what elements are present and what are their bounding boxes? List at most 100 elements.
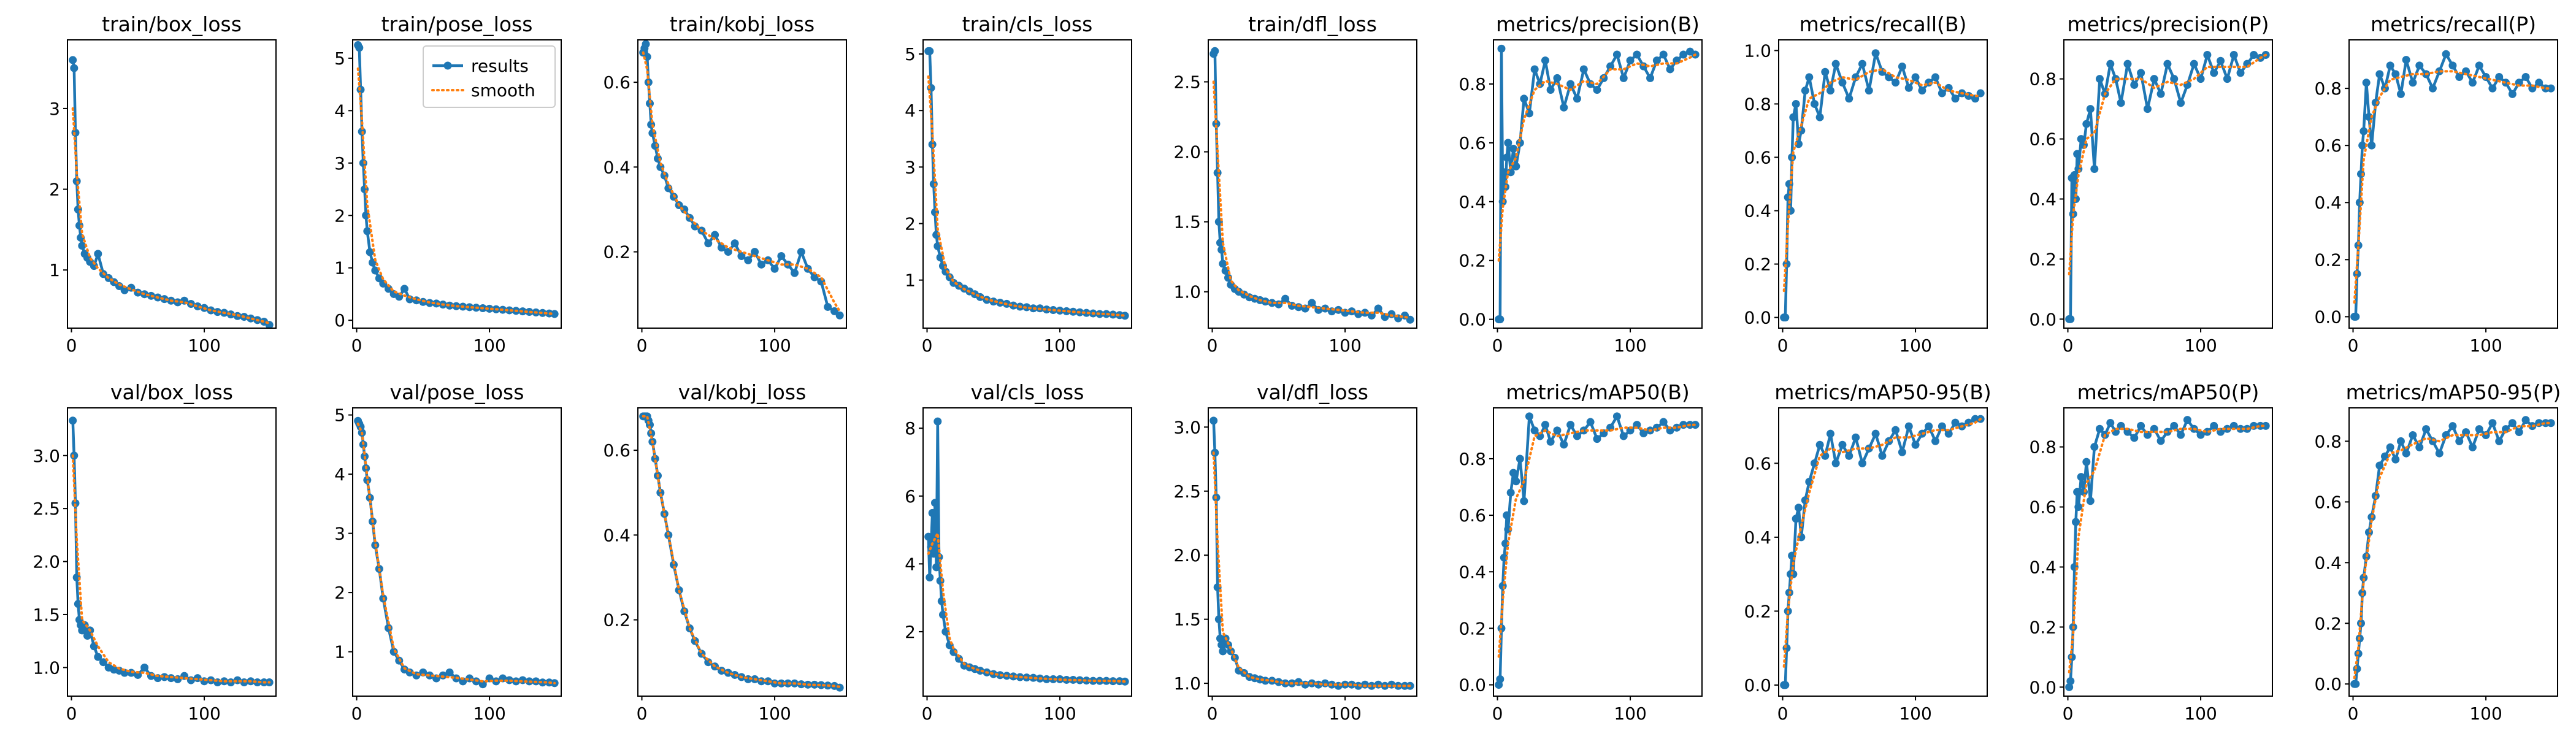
results-point	[1553, 426, 1562, 435]
x-tick-label: 100	[1899, 335, 1931, 356]
results-point	[2130, 434, 2139, 442]
results-point	[1497, 44, 1506, 53]
y-tick-label: 0.4	[1744, 201, 1771, 221]
results-point	[1976, 89, 1985, 98]
results-point	[1560, 103, 1568, 112]
results-point	[400, 285, 408, 293]
chart-svg: metrics/mAP50(P) 0.0 0.2 0.4 0.6 0.8 0 100	[2029, 380, 2273, 724]
results-point	[186, 676, 195, 684]
plot-area	[354, 416, 559, 689]
results-point	[2535, 79, 2543, 87]
results-point	[1516, 454, 1524, 463]
axes-frame	[637, 39, 847, 329]
y-tick-label: 0.0	[1459, 310, 1486, 330]
y-tick-label: 0.8	[2029, 437, 2057, 458]
x-tick-label: 0	[637, 335, 648, 356]
x-tick-label: 0	[1777, 335, 1788, 356]
results-point	[751, 248, 759, 256]
y-tick-label: 0.8	[2314, 431, 2342, 451]
y-tick-label: 1	[905, 270, 916, 291]
y-tick-label: 0.0	[2029, 677, 2057, 697]
y-tick-label: 0.4	[603, 157, 631, 177]
chart-panel: metrics/mAP50-95(P) 0.0 0.2 0.4 0.6 0.8 0 100	[2300, 377, 2576, 727]
chart-svg: train/kobj_loss 0.2 0.4 0.6 0 100	[603, 12, 847, 356]
results-point	[810, 273, 819, 282]
results-point	[2515, 428, 2523, 437]
y-tick-label: 0.6	[2314, 492, 2342, 512]
x-tick-label: 100	[1614, 703, 1646, 724]
results-point	[932, 563, 941, 572]
results-point	[1892, 426, 1900, 434]
x-tick-label: 0	[66, 703, 77, 724]
results-point	[2082, 120, 2091, 128]
results-point	[1619, 432, 1628, 440]
results-point	[704, 239, 713, 248]
y-tick-label: 0.2	[2029, 617, 2057, 637]
results-point	[2137, 69, 2145, 77]
results-point	[824, 302, 832, 311]
plot-area	[1209, 47, 1414, 324]
results-point	[1496, 675, 1505, 683]
chart-panel: train/pose_loss 0 1 2 3 4 5 0 100 results smooth	[304, 9, 580, 359]
chart-title: val/kobj_loss	[678, 380, 807, 404]
y-tick-label: 1.0	[1744, 40, 1771, 61]
results-point	[2203, 50, 2212, 59]
chart-panel: train/cls_loss 1 2 3 4 5 0 100	[874, 9, 1150, 359]
chart-title: metrics/mAP50-95(P)	[2346, 380, 2561, 404]
chart-title: train/kobj_loss	[670, 12, 815, 36]
results-point	[817, 681, 826, 689]
y-tick-label: 2.0	[33, 552, 60, 572]
results-point	[2196, 431, 2205, 439]
x-tick-label: 100	[1614, 335, 1646, 356]
results-point	[193, 302, 202, 310]
results-point	[2077, 135, 2085, 144]
results-point	[2073, 150, 2082, 158]
results-point	[929, 180, 938, 188]
results-point	[1224, 274, 1232, 282]
results-point	[90, 262, 98, 270]
y-tick-label: 0	[334, 310, 345, 331]
x-tick-label: 0	[1777, 703, 1788, 724]
results-point	[777, 252, 786, 260]
results-point	[2236, 424, 2245, 433]
x-tick-label: 0	[2063, 703, 2074, 724]
results-point	[1268, 299, 1276, 307]
results-point	[1506, 168, 1515, 177]
x-tick-label: 100	[2184, 703, 2217, 724]
results-point	[2448, 422, 2457, 431]
results-point	[1831, 459, 1840, 467]
axes-frame	[922, 407, 1132, 697]
results-point	[539, 678, 547, 687]
results-point	[2442, 50, 2450, 58]
y-tick-label: 1.5	[1173, 212, 1201, 232]
chart-panel: val/pose_loss 1 2 3 4 5 0 100	[304, 377, 580, 727]
results-point	[2177, 99, 2185, 107]
results-point	[1275, 300, 1283, 309]
results-point	[1566, 80, 1575, 88]
results-point	[1925, 422, 1933, 431]
axes-frame	[1493, 39, 1703, 329]
results-point	[2521, 416, 2530, 424]
chart-panel: metrics/recall(B) 0.0 0.2 0.4 0.6 0.8 1.0 0 100	[1730, 9, 2006, 359]
results-point	[1831, 59, 1840, 68]
results-point	[1042, 305, 1051, 314]
y-tick-label: 0.8	[1459, 74, 1486, 94]
chart-panel: val/cls_loss 2 4 6 8 0 100	[874, 377, 1150, 727]
results-point	[2422, 425, 2431, 434]
chart-panel: val/dfl_loss 1.0 1.5 2.0 2.5 3.0 0 100	[1159, 377, 1435, 727]
results-point	[1805, 478, 1814, 486]
results-point	[1858, 59, 1866, 68]
smooth-line	[2353, 421, 2553, 680]
results-point	[94, 250, 102, 258]
axes-frame	[2348, 39, 2558, 329]
y-tick-label: 0.4	[1744, 527, 1771, 548]
chart-title: val/cls_loss	[971, 380, 1084, 404]
results-point	[2391, 455, 2400, 464]
chart-panel: train/dfl_loss 1.0 1.5 2.0 2.5 0 100	[1159, 9, 1435, 359]
y-tick-label: 0.4	[2314, 193, 2342, 213]
results-point	[1214, 615, 1223, 624]
axes-frame	[637, 407, 847, 697]
results-point	[366, 248, 374, 256]
results-point	[1546, 437, 1555, 446]
results-point	[1275, 678, 1283, 686]
